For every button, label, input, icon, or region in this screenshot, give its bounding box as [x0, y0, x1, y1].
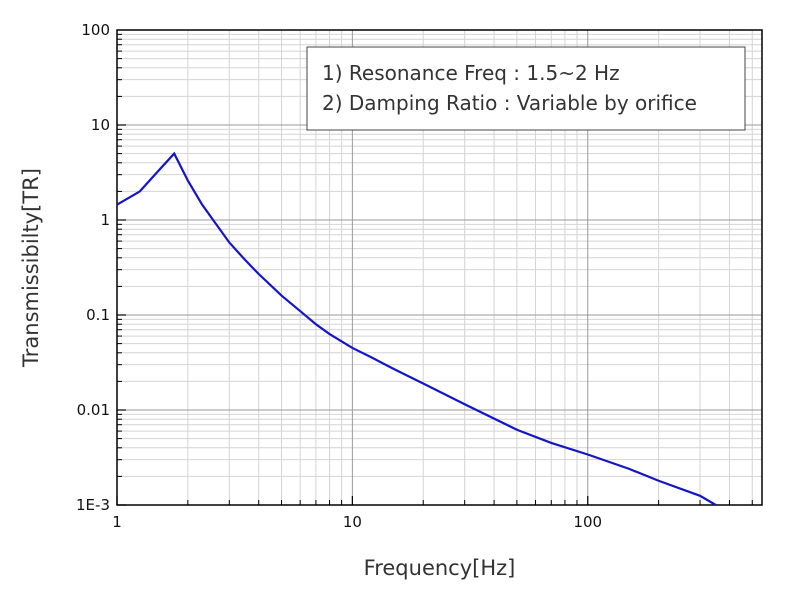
x-axis-title: Frequency[Hz] — [364, 556, 516, 580]
y-tick-label: 0.01 — [77, 401, 110, 419]
y-axis-title: Transmissibilty[TR] — [19, 168, 43, 368]
axis-ticks — [116, 33, 753, 506]
annotation-box: 1) Resonance Freq : 1.5~2 Hz 2) Damping … — [306, 46, 746, 131]
y-tick-label: 100 — [81, 21, 110, 39]
y-tick-label: 1 — [100, 211, 110, 229]
annotation-box-frame — [306, 46, 746, 131]
annotation-line-2: 2) Damping Ratio : Variable by orifice — [322, 91, 697, 115]
y-tick-label: 10 — [91, 116, 110, 134]
x-tick-label: 1 — [112, 513, 122, 531]
annotation-line-1: 1) Resonance Freq : 1.5~2 Hz — [322, 61, 620, 85]
y-tick-label: 0.1 — [86, 306, 110, 324]
x-tick-label: 100 — [573, 513, 602, 531]
series-line-transmissibility — [116, 151, 717, 506]
y-tick-label: 1E-3 — [76, 496, 110, 514]
plot-frame — [116, 29, 763, 506]
x-tick-label: 10 — [343, 513, 362, 531]
tick-labels: 1 10 100 100 10 1 0.1 0.01 1E-3 — [76, 21, 602, 531]
